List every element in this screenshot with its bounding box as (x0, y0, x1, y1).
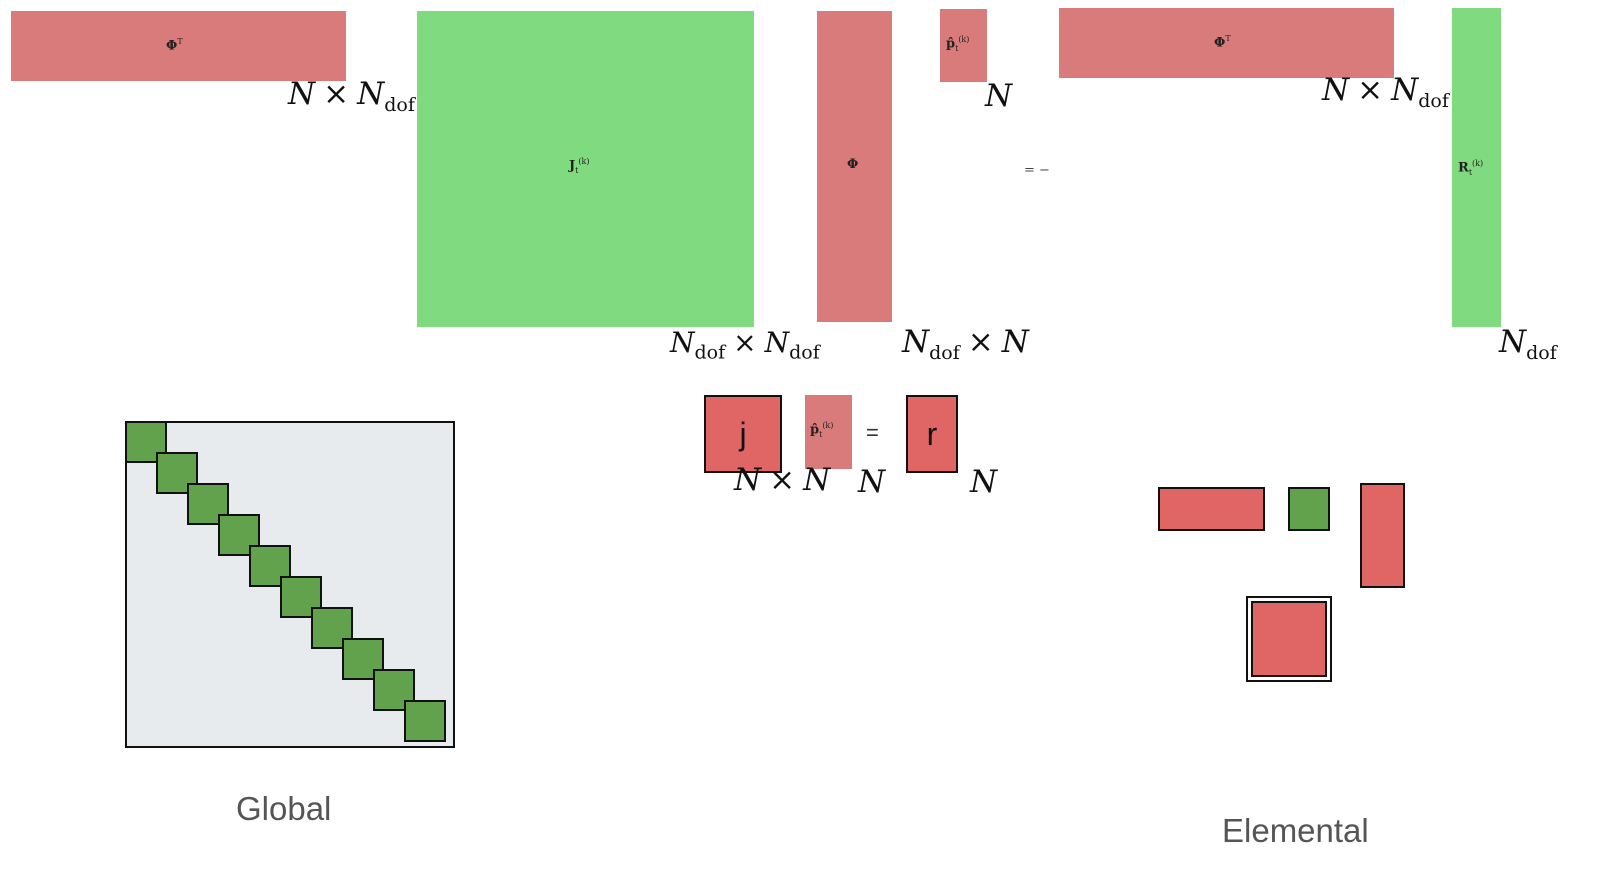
global-diagonal-block (404, 700, 446, 742)
global-caption: Global (236, 790, 332, 827)
phi-transpose-right-symbol: ΦT (1214, 34, 1231, 51)
phi-transpose-left-symbol: ΦT (166, 37, 183, 54)
elemental-jacobian-block (1288, 487, 1330, 531)
reduced-p-hat-symbol: p̂t(k) (810, 421, 834, 439)
reduced-p-hat-dims: N (858, 464, 886, 500)
global-diagonal-block (249, 545, 291, 587)
residual-block: Rt(k) (1452, 8, 1501, 327)
p-hat-block: p̂t(k) (940, 9, 987, 82)
phi-transpose-left-block: ΦT (11, 11, 346, 81)
reduced-residual-block: r (906, 395, 958, 473)
top-equals-sign: = − (1024, 163, 1050, 178)
phi-dims: Ndof × N (902, 324, 1029, 365)
reduced-jacobian-block: j (704, 395, 782, 473)
jacobian-block: Jt(k) (417, 11, 754, 327)
phi-block: Φ (817, 11, 892, 322)
elemental-column-basis-block (1360, 483, 1405, 588)
elemental-reduced-block (1246, 596, 1332, 682)
phi-transpose-left-dims: N × Ndof (288, 76, 415, 117)
phi-transpose-right-block: ΦT (1059, 8, 1394, 78)
phi-transpose-right-dims: N × Ndof (1322, 72, 1449, 113)
elemental-row-basis-block (1158, 487, 1265, 531)
p-hat-symbol: p̂t(k) (946, 35, 970, 53)
reduced-residual-dims: N (970, 464, 998, 500)
reduced-equals-sign: = (866, 420, 879, 445)
reduced-jacobian-dims: N × N (734, 462, 831, 498)
elemental-caption: Elemental (1222, 812, 1369, 849)
residual-symbol: Rt(k) (1458, 159, 1484, 177)
jacobian-symbol: Jt(k) (569, 157, 590, 175)
phi-symbol: Φ (847, 157, 859, 172)
jacobian-dims: Ndof × Ndof (670, 326, 820, 364)
residual-dims: Ndof (1499, 324, 1557, 365)
elemental-reduced-block-inner (1251, 601, 1327, 677)
reduced-p-hat-block: p̂t(k) (805, 395, 852, 469)
p-hat-dims: N (985, 78, 1013, 114)
